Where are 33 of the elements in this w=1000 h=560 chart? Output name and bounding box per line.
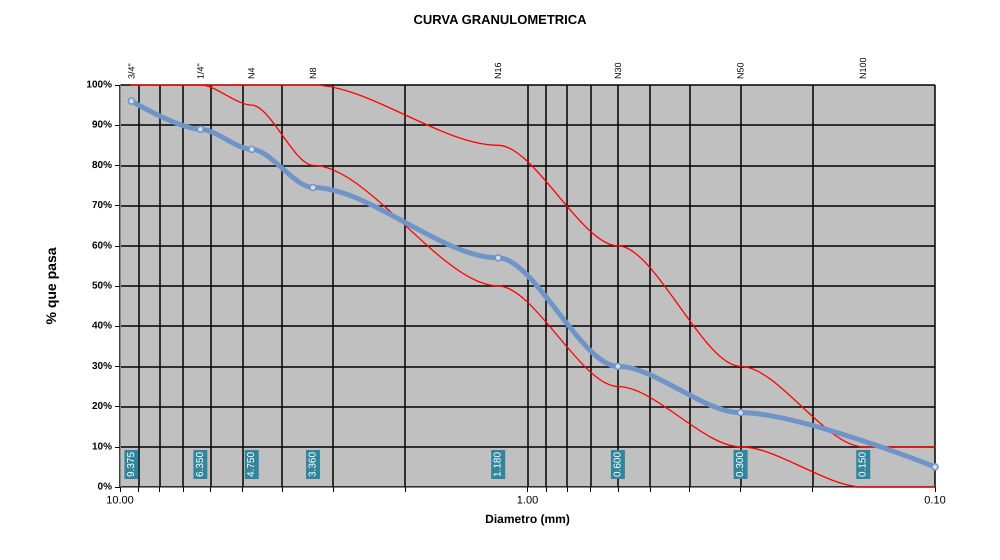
chart-title: CURVA GRANULOMETRICA <box>413 12 588 27</box>
y-axis-title: % que pasa <box>43 247 59 325</box>
text: N30 <box>612 62 623 79</box>
text: N8 <box>308 67 318 79</box>
x-axis-title: Diametro (mm) <box>485 512 570 526</box>
x-tick-label: 10.00 <box>106 494 134 506</box>
y-tick-label: 10% <box>92 441 112 452</box>
text: N4 <box>246 67 257 79</box>
annotation: 6.350 <box>194 452 206 477</box>
y-tick-label: 20% <box>92 401 112 412</box>
annotation: 1.180 <box>492 452 504 477</box>
y-tick-label: 100% <box>86 80 112 90</box>
y-tick-label: 30% <box>92 360 112 372</box>
y-tick-label: 40% <box>92 320 112 332</box>
annotation: 9.375 <box>126 452 137 477</box>
y-tick-label: 70% <box>92 200 112 212</box>
y-tick-label: 0% <box>98 482 112 492</box>
y-tick-label: 80% <box>92 160 112 171</box>
text: 1/4" <box>195 63 206 79</box>
annotation: 0.600 <box>612 452 624 477</box>
text: N16 <box>493 62 504 79</box>
y-tick-label: 90% <box>92 120 112 131</box>
x-tick-label: 1.00 <box>516 494 538 506</box>
text: N50 <box>736 62 746 79</box>
y-tick-label: 60% <box>92 240 112 252</box>
annotation: 0.300 <box>735 452 746 477</box>
annotation: 0.150 <box>858 452 869 477</box>
x-tick-label: 0.10 <box>924 494 946 506</box>
annotation: 4.750 <box>246 452 258 477</box>
annotation: 3.360 <box>308 452 319 477</box>
text: N100 <box>858 57 868 79</box>
text: 3/4" <box>126 63 136 79</box>
y-tick-label: 50% <box>92 280 112 292</box>
